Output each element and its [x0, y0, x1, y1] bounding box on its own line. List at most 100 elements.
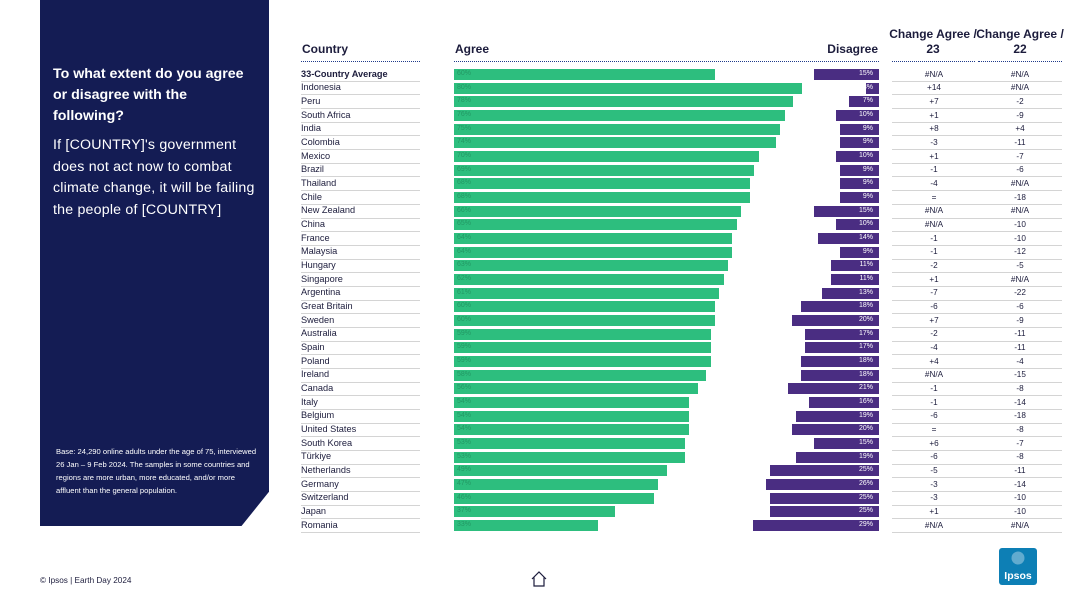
- column-header-country: Country: [302, 42, 348, 56]
- header-underline-change-22: [978, 61, 1062, 62]
- disagree-bar: [770, 465, 879, 477]
- change-23-value: -2: [930, 329, 938, 339]
- disagree-bar: [835, 110, 879, 121]
- disagree-value-label: 9%: [862, 179, 873, 187]
- agree-value-label: 53%: [457, 439, 472, 447]
- country-label: Great Britain: [301, 300, 353, 311]
- change-23-value: -1: [930, 233, 938, 243]
- disagree-bar: [800, 369, 879, 381]
- column-header-change-22: Change Agree / 22: [976, 27, 1064, 56]
- disagree-value-label: 25%: [858, 466, 873, 474]
- change-22-value: -10: [1014, 506, 1026, 516]
- agree-value-label: 64%: [457, 234, 472, 242]
- row-divider: [301, 490, 420, 492]
- disagree-value-label: 11%: [859, 261, 874, 269]
- disagree-value-label: 17%: [858, 329, 873, 337]
- row-divider: [301, 285, 420, 287]
- change-22-value: #N/A: [1010, 178, 1030, 188]
- change-23-value: -6: [930, 452, 938, 462]
- agree-bar: [454, 369, 707, 381]
- row-divider: [301, 381, 420, 383]
- disagree-value-label: 9%: [862, 193, 873, 201]
- agree-bar: [454, 465, 668, 477]
- country-label: New Zealand: [301, 205, 356, 216]
- disagree-value-label: 3%: [862, 83, 873, 91]
- agree-bar: [454, 424, 689, 436]
- row-divider: [892, 518, 1062, 520]
- change-23-value: -4: [930, 342, 938, 352]
- change-22-value: #N/A: [1010, 69, 1030, 79]
- agree-value-label: 80%: [457, 83, 472, 91]
- disagree-value-label: 10%: [858, 152, 873, 160]
- question-heading: To what extent do you agree or disagree …: [53, 66, 244, 124]
- agree-bar: [454, 520, 598, 532]
- change-23-value: -1: [930, 247, 938, 257]
- change-23-value: +1: [929, 506, 939, 516]
- ipsos-logo: Ipsos: [999, 548, 1037, 585]
- ipsos-logo-text: Ipsos: [1004, 570, 1032, 582]
- change-23-value: +8: [929, 124, 939, 134]
- change-23-value: +1: [929, 151, 939, 161]
- agree-value-label: 47%: [457, 480, 472, 488]
- disagree-bar: [813, 69, 879, 80]
- change-22-value: -15: [1014, 370, 1026, 380]
- disagree-value-label: 18%: [858, 302, 873, 310]
- disagree-value-label: 25%: [858, 507, 873, 515]
- change-23-value: #N/A: [924, 520, 944, 530]
- agree-value-label: 76%: [457, 111, 472, 118]
- change-23-value: #N/A: [924, 370, 944, 380]
- disagree-value-label: 13%: [858, 288, 873, 296]
- change-23-value: -5: [930, 465, 938, 475]
- agree-bar: [454, 123, 781, 135]
- row-divider: [892, 490, 1062, 492]
- agree-bar: [454, 219, 737, 231]
- row-divider: [301, 272, 420, 274]
- change-22-value: -11: [1014, 342, 1026, 352]
- agree-value-label: 59%: [457, 343, 472, 351]
- agree-bar: [454, 274, 724, 286]
- row-divider: [301, 162, 420, 164]
- country-label: Türkiye: [301, 451, 332, 462]
- row-divider: [892, 299, 1062, 301]
- country-label: France: [301, 232, 330, 243]
- country-label: Colombia: [301, 136, 340, 147]
- change-23-value: -3: [930, 137, 938, 147]
- change-22-value: -11: [1014, 137, 1026, 147]
- change-22-value: -18: [1014, 192, 1026, 202]
- disagree-value-label: 19%: [858, 452, 873, 460]
- agree-bar: [454, 328, 711, 340]
- row-divider: [892, 121, 1062, 123]
- row-divider: [892, 436, 1062, 438]
- agree-value-label: 61%: [457, 288, 472, 296]
- disagree-bar: [839, 246, 879, 258]
- row-divider: [892, 203, 1062, 205]
- home-icon[interactable]: [530, 570, 548, 588]
- disagree-bar: [805, 328, 879, 340]
- agree-bar: [454, 383, 698, 395]
- disagree-bar: [839, 192, 879, 204]
- row-divider: [301, 135, 420, 137]
- agree-value-label: 53%: [457, 452, 472, 460]
- side-panel: To what extent do you agree or disagree …: [40, 0, 269, 526]
- change-23-value: =: [931, 192, 937, 202]
- row-divider: [301, 149, 420, 151]
- disagree-bar: [800, 301, 879, 313]
- change-22-value: #N/A: [1010, 520, 1030, 530]
- column-header-disagree: Disagree: [827, 42, 878, 56]
- row-divider: [301, 463, 420, 465]
- agree-bar: [454, 479, 659, 491]
- row-divider: [301, 203, 420, 205]
- disagree-bar: [839, 178, 879, 190]
- country-label: Ireland: [301, 369, 330, 380]
- row-divider: [301, 367, 420, 369]
- disagree-value-label: 25%: [858, 493, 873, 501]
- country-label: India: [301, 123, 321, 134]
- disagree-value-label: 18%: [858, 357, 873, 365]
- row-divider: [892, 326, 1062, 328]
- change-22-value: #N/A: [1010, 274, 1030, 284]
- row-divider: [892, 340, 1062, 342]
- agree-value-label: 54%: [457, 398, 472, 406]
- change-23-value: #N/A: [924, 206, 944, 216]
- row-divider: [301, 231, 420, 233]
- disagree-bar: [765, 479, 879, 491]
